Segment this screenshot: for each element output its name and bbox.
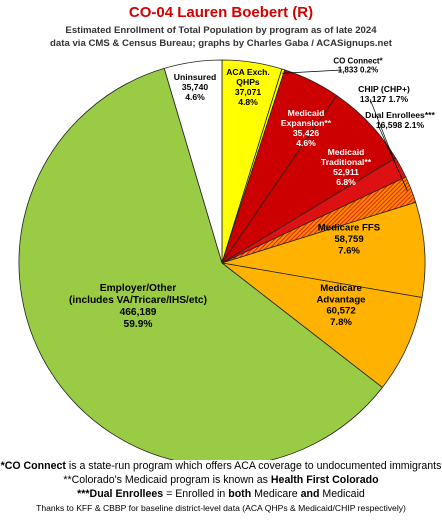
slice-label-line: Traditional** [321,157,372,167]
slice-label-line: Medicaid [288,108,325,118]
footnote-thanks: Thanks to KFF & CBBP for baseline distri… [36,503,406,513]
slice-label-line: 1,833 0.2% [338,66,378,75]
footnote-co-connect: *CO Connect is a state-run program which… [0,460,442,472]
slice-label-line: Uninsured [174,72,217,82]
slice-label: Employer/Other (includes VA/Tricare/IHS/e… [69,283,207,330]
footnote-dual-medicare: Medicare [251,488,301,500]
slice-label-line: Advantage [316,294,365,305]
slice-label-line: Employer/Other [100,283,176,294]
pie-slice [18,67,383,460]
slice-label-line: 7.6% [338,245,360,256]
slice-label-line: (includes VA/Tricare/IHS/etc) [69,295,207,306]
slice-label-line: ACA Exch. [226,67,270,77]
slice-label-line: 37,071 [235,87,262,97]
pie-chart: ACA Exch. QHPs 37,071 4.8% CO Connect* 1,833 … [18,56,436,460]
slice-label-line: 4.6% [296,138,316,148]
slice-label-line: 52,911 [333,167,359,177]
slice-label: ACA Exch. QHPs 37,071 4.8% [226,67,270,107]
slice-label: CO Connect* 1,833 0.2% [333,56,383,74]
slice-label-line: 16,598 2.1% [376,120,425,130]
slice-label: Medicare Advantage 60,572 7.8% [316,283,365,328]
footnote-dual-end: Medicaid [319,488,365,500]
pie-slice [163,59,223,264]
slice-label-line: 59.9% [124,319,153,330]
slice-label-line: Dual Enrollees*** [365,110,435,120]
pie-slice [221,201,426,298]
slice-label-line: Medicare [320,283,362,294]
leader-line [377,124,408,192]
footnote-medicaid-text: **Colorado's Medicaid program is known a… [63,474,271,486]
slice-label-line: Medicare FFS [318,223,381,234]
slice-label-line: 6.8% [336,177,356,187]
chart-subtitle-line2: data via CMS & Census Bureau; graphs by … [50,38,392,49]
slice-label-line: 35,740 [182,82,209,92]
chart-title: CO-04 Lauren Boebert (R) [128,4,314,21]
slice-label-line: CO Connect* [333,56,383,65]
slice-label-line: QHPs [236,77,260,87]
slice-label: CHIP (CHP+) 13,127 1.7% [358,84,410,104]
footnote-medicaid: **Colorado's Medicaid program is known a… [0,474,442,486]
slice-label: Uninsured 35,740 4.6% [174,72,217,102]
footnote-medicaid-bold: Health First Colorado [270,474,379,486]
slice-label-line: 13,127 1.7% [360,94,409,104]
slice-label-line: 7.8% [330,317,352,328]
footnote-co-connect-bold: *CO Connect [0,460,66,472]
footnote-dual-both: both [228,488,252,500]
footnote-dual-bold: ***Dual Enrollees [77,488,164,500]
slice-label-line: Medicaid [328,147,365,157]
slice-label-line: 60,572 [326,306,355,317]
footnote-dual-mid: = Enrolled in [163,488,229,500]
slice-label-line: 4.6% [185,92,205,102]
slice-label: Medicare FFS 58,759 7.6% [318,223,381,257]
footnote-dual-and: and [300,488,320,500]
chart-subtitle-line1: Estimated Enrollment of Total Population… [65,25,377,36]
pie-slice [221,262,423,389]
slice-label-line: CHIP (CHP+) [358,84,410,94]
slice-label-line: Expansion** [281,118,332,128]
leader-line [369,98,398,170]
slice-label: Medicaid Traditional** 52,911 6.8% [321,147,372,187]
slice-label-line: 466,189 [120,307,157,318]
footnote-co-connect-text: is a state-run program which offers ACA … [65,460,442,472]
slice-label: Dual Enrollees*** 16,598 2.1% [365,110,435,130]
footnote-dual: ***Dual Enrollees = Enrolled in both Med… [0,488,442,500]
slice-label-line: 58,759 [334,234,363,245]
slice-label-line: 4.8% [238,97,258,107]
slice-label: Medicaid Expansion** 35,426 4.6% [281,108,332,148]
leader-line [282,69,343,74]
slice-label-line: 35,426 [293,128,320,138]
